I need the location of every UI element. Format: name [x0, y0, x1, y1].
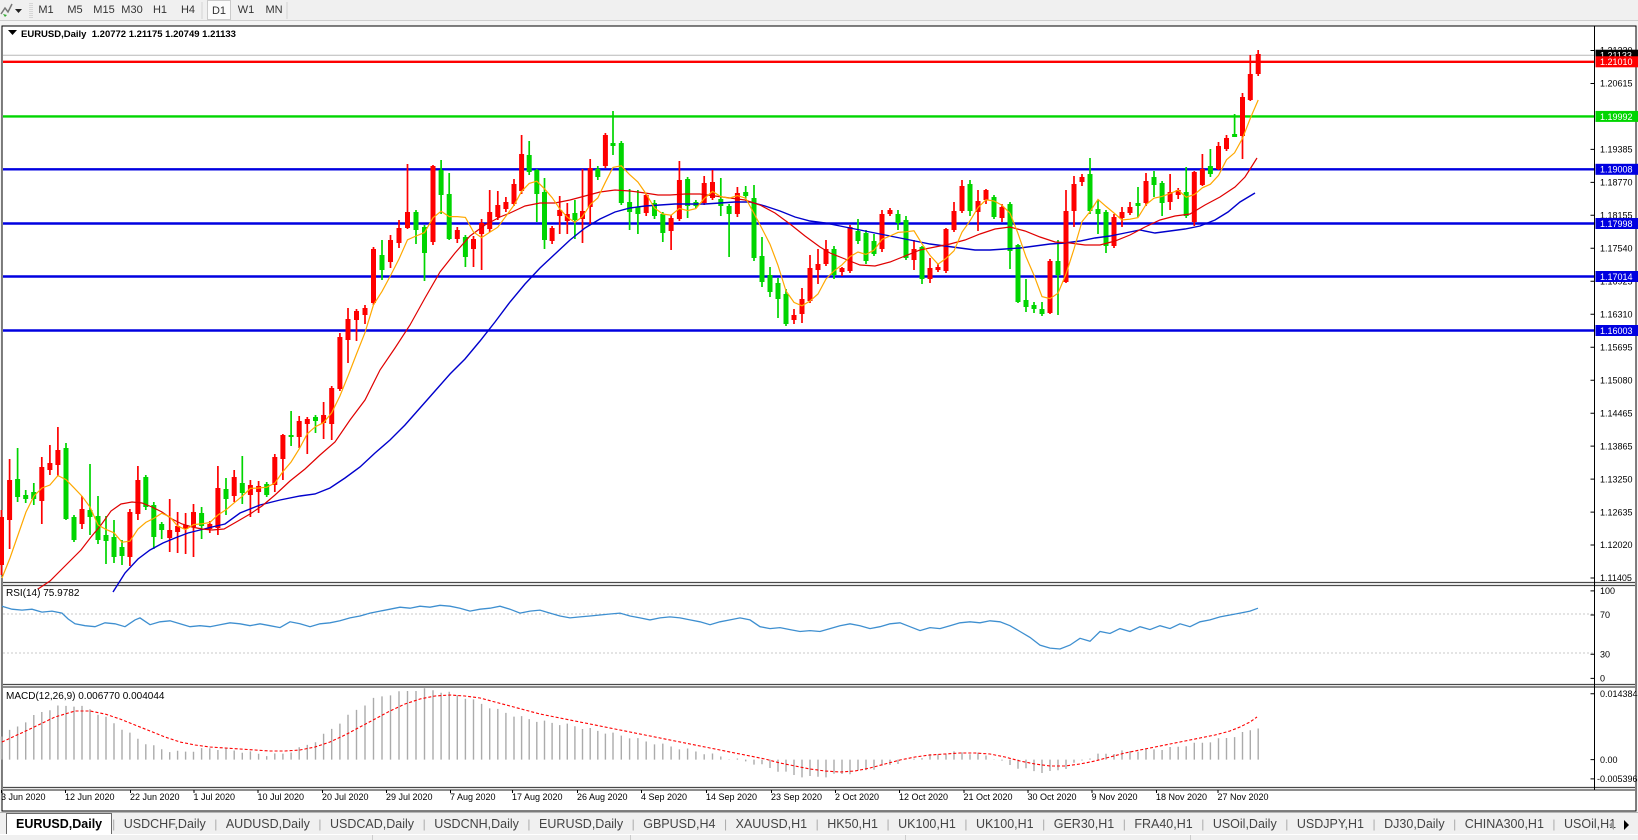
svg-text:1.16003: 1.16003 — [1600, 326, 1633, 336]
svg-text:30: 30 — [1600, 649, 1610, 659]
svg-text:1.12020: 1.12020 — [1600, 540, 1633, 550]
svg-text:3 Jun 2020: 3 Jun 2020 — [1, 792, 46, 802]
svg-text:23 Sep 2020: 23 Sep 2020 — [771, 792, 822, 802]
svg-text:30 Oct 2020: 30 Oct 2020 — [1028, 792, 1077, 802]
svg-text:100: 100 — [1600, 586, 1615, 596]
svg-text:12 Oct 2020: 12 Oct 2020 — [899, 792, 948, 802]
svg-text:1.18770: 1.18770 — [1600, 178, 1633, 188]
svg-text:9 Nov 2020: 9 Nov 2020 — [1092, 792, 1138, 802]
svg-text:17 Aug 2020: 17 Aug 2020 — [512, 792, 563, 802]
svg-text:21 Oct 2020: 21 Oct 2020 — [964, 792, 1013, 802]
svg-text:1.13865: 1.13865 — [1600, 441, 1633, 451]
svg-text:10 Jul 2020: 10 Jul 2020 — [258, 792, 305, 802]
svg-text:1.19992: 1.19992 — [1600, 112, 1633, 122]
svg-text:0.014384: 0.014384 — [1600, 689, 1638, 699]
svg-text:1.18155: 1.18155 — [1600, 211, 1633, 221]
svg-text:1.17014: 1.17014 — [1600, 272, 1633, 282]
svg-text:1.19385: 1.19385 — [1600, 145, 1633, 155]
svg-text:1 Jul 2020: 1 Jul 2020 — [194, 792, 236, 802]
svg-text:1.11405: 1.11405 — [1600, 573, 1632, 583]
svg-text:22 Jun 2020: 22 Jun 2020 — [130, 792, 180, 802]
svg-text:1.12635: 1.12635 — [1600, 507, 1633, 517]
svg-text:70: 70 — [1600, 610, 1610, 620]
svg-text:1.19008: 1.19008 — [1600, 165, 1633, 175]
svg-text:7 Aug 2020: 7 Aug 2020 — [450, 792, 496, 802]
svg-text:1.15695: 1.15695 — [1600, 342, 1633, 352]
svg-text:27 Nov 2020: 27 Nov 2020 — [1218, 792, 1269, 802]
svg-text:MACD(12,26,9) 0.006770 0.00404: MACD(12,26,9) 0.006770 0.004044 — [6, 691, 165, 702]
svg-text:1.13250: 1.13250 — [1600, 474, 1633, 484]
svg-text:1.21010: 1.21010 — [1600, 57, 1633, 67]
svg-text:1.15080: 1.15080 — [1600, 375, 1633, 385]
svg-text:14 Sep 2020: 14 Sep 2020 — [706, 792, 757, 802]
svg-text:29 Jul 2020: 29 Jul 2020 — [386, 792, 433, 802]
svg-text:1.21133: 1.21133 — [1600, 51, 1632, 61]
svg-text:0: 0 — [1600, 674, 1605, 684]
svg-text:0.00: 0.00 — [1600, 755, 1618, 765]
svg-text:20 Jul 2020: 20 Jul 2020 — [322, 792, 369, 802]
svg-text:RSI(14) 75.9782: RSI(14) 75.9782 — [6, 588, 80, 599]
svg-text:1.16310: 1.16310 — [1600, 310, 1633, 320]
svg-text:1.17998: 1.17998 — [1600, 219, 1633, 229]
svg-text:1.20615: 1.20615 — [1600, 79, 1633, 89]
svg-text:12 Jun 2020: 12 Jun 2020 — [65, 792, 115, 802]
svg-text:EURUSD,Daily 1.20772 1.21175: EURUSD,Daily 1.20772 1.21175 1.20749 1.2… — [21, 29, 236, 40]
svg-text:4 Sep 2020: 4 Sep 2020 — [641, 792, 687, 802]
svg-text:-0.005396: -0.005396 — [1597, 774, 1638, 784]
svg-text:2 Oct 2020: 2 Oct 2020 — [835, 792, 879, 802]
svg-text:1.17540: 1.17540 — [1600, 244, 1633, 254]
svg-text:26 Aug 2020: 26 Aug 2020 — [577, 792, 628, 802]
svg-text:18 Nov 2020: 18 Nov 2020 — [1156, 792, 1207, 802]
svg-text:1.14465: 1.14465 — [1600, 408, 1633, 418]
